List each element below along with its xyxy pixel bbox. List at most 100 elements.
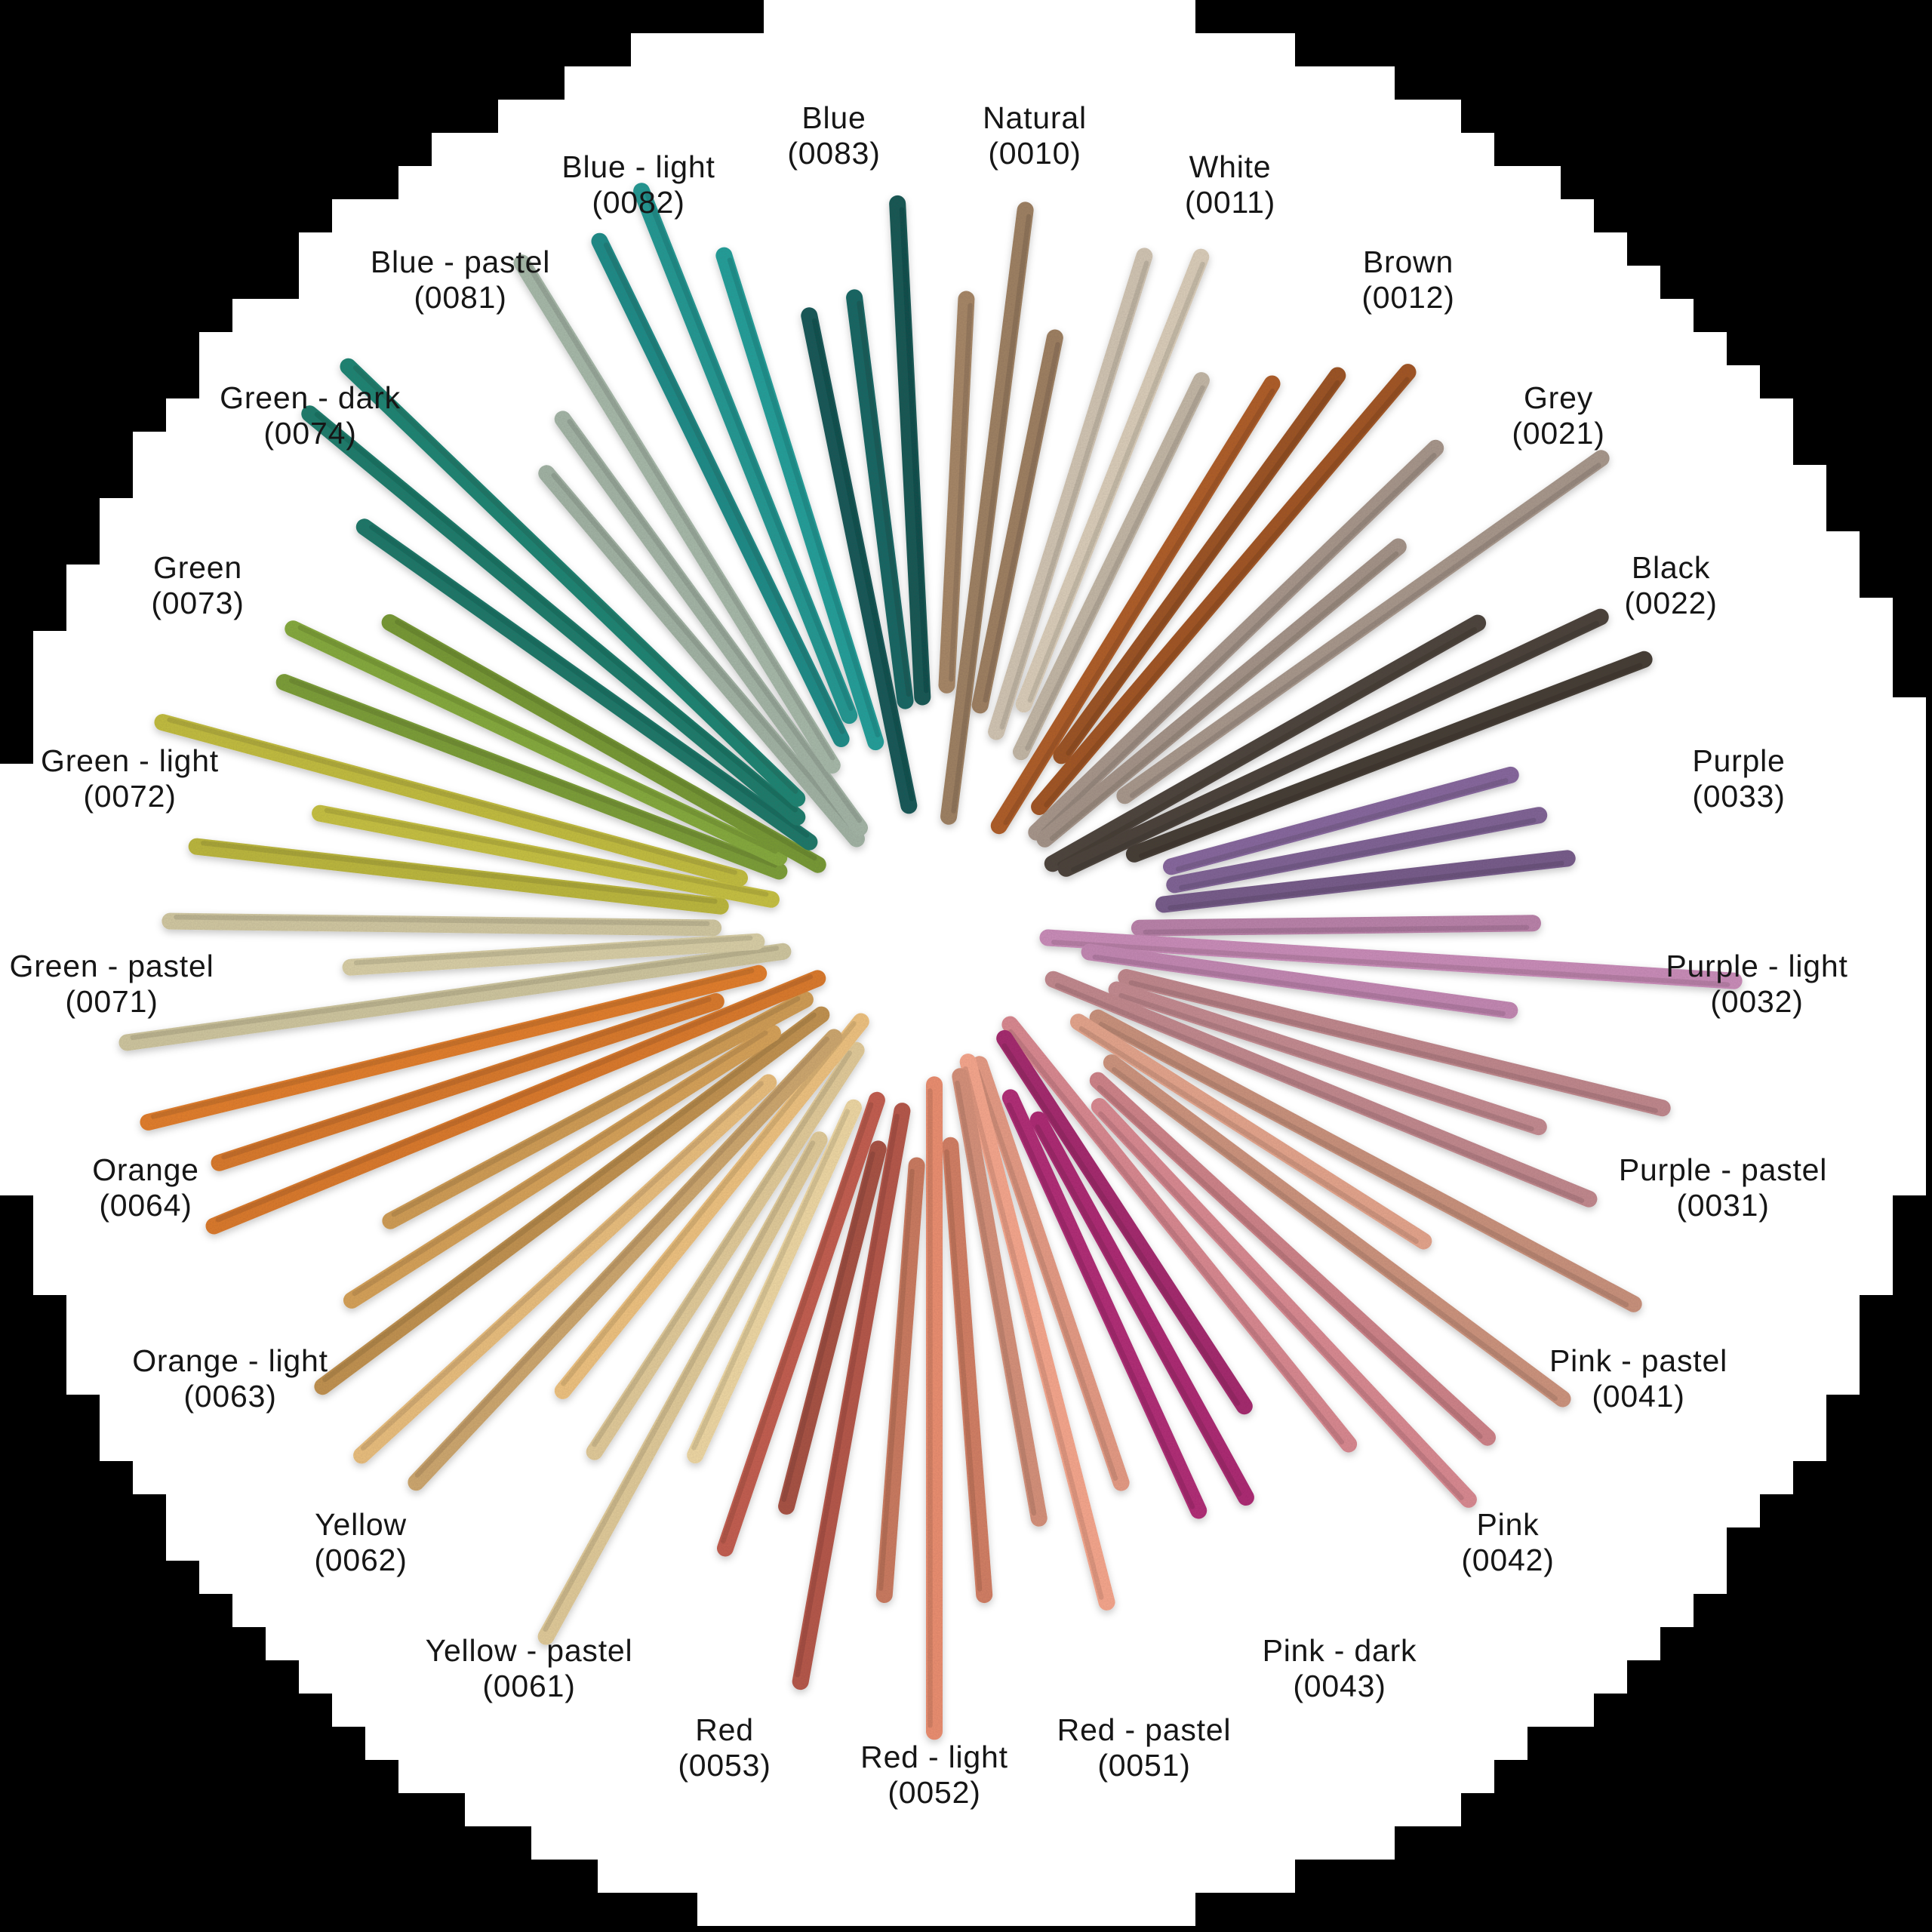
- stick-purple-pastel: [1118, 969, 1671, 1117]
- stick-shade: [1128, 980, 1658, 1113]
- stick-shade: [878, 1168, 915, 1591]
- label-red-light-name: Red - light: [860, 1740, 1008, 1774]
- stick-shade: [561, 1020, 857, 1386]
- stick-red-pastel: [971, 1056, 1130, 1491]
- stick-shade: [1035, 1124, 1242, 1497]
- stick-shade: [811, 318, 915, 801]
- stick-shade: [551, 472, 859, 835]
- stick-shade: [963, 1066, 1104, 1600]
- stick-red-pastel: [959, 1054, 1115, 1611]
- stick-shade: [221, 996, 712, 1160]
- stick-pink-pastel: [1089, 1009, 1642, 1312]
- label-purple-pastel-code: (0031): [1676, 1188, 1769, 1223]
- stick-shade: [369, 525, 810, 838]
- stick-shade: [1168, 860, 1564, 911]
- label-green-light-name: Green - light: [41, 743, 219, 778]
- stick-shade: [526, 263, 835, 761]
- stick-shade: [1098, 1111, 1464, 1501]
- label-yellow: Yellow (0062): [314, 1507, 407, 1577]
- label-blue-light-name: Blue - light: [561, 149, 715, 184]
- stick-shade: [645, 192, 854, 711]
- label-red-name: Red: [695, 1712, 754, 1747]
- stick-grey: [1116, 450, 1610, 804]
- label-green-dark: Green - dark (0074): [220, 380, 401, 451]
- stick-shade: [1041, 453, 1437, 834]
- stick-shade: [324, 808, 769, 897]
- stick-shade: [1118, 992, 1534, 1132]
- stick-pink-pastel: [1070, 1014, 1432, 1250]
- label-purple-name: Purple: [1692, 743, 1785, 778]
- stick-grey: [1028, 439, 1444, 841]
- stick-green-pastel: [342, 933, 765, 976]
- label-brown: Brown (0012): [1361, 245, 1454, 315]
- stick-blue-pastel: [554, 411, 868, 836]
- stick-shade: [1025, 385, 1205, 751]
- stick-shade: [1066, 380, 1340, 756]
- label-green-code: (0073): [151, 586, 244, 620]
- stick-black: [1057, 608, 1609, 877]
- stick-shade: [353, 935, 753, 965]
- label-green-dark-code: (0074): [263, 416, 356, 451]
- label-purple-light: Purple - light (0032): [1666, 949, 1847, 1019]
- stick-shade: [1092, 954, 1506, 1017]
- stick-grey: [1036, 538, 1407, 848]
- stick-purple: [1166, 807, 1548, 894]
- label-green-pastel: Green - pastel (0071): [10, 949, 214, 1019]
- stick-red: [792, 1103, 911, 1690]
- stick-shade: [781, 1151, 875, 1503]
- label-pink-dark-code: (0043): [1293, 1669, 1386, 1703]
- stick-shade: [395, 619, 817, 861]
- label-pink: Pink (0042): [1461, 1507, 1554, 1577]
- label-natural-code: (0010): [988, 136, 1081, 171]
- label-red-pastel: Red - pastel (0051): [1057, 1712, 1232, 1783]
- stick-pink-dark: [1029, 1111, 1254, 1506]
- label-red-light-code: (0052): [888, 1775, 980, 1810]
- label-blue-pastel-code: (0081): [414, 280, 506, 315]
- stick-brown: [990, 375, 1281, 835]
- label-green-light: Green - light (0072): [41, 743, 219, 814]
- stick-shade: [899, 207, 929, 694]
- stick-shade: [999, 260, 1149, 730]
- stick-blue: [889, 195, 931, 706]
- stick-natural: [971, 329, 1063, 714]
- stick-shade: [1071, 620, 1600, 872]
- stick-shade: [1027, 261, 1205, 703]
- stick-shade: [944, 1149, 983, 1592]
- stick-green-dark: [355, 518, 818, 851]
- label-brown-name: Brown: [1363, 245, 1454, 279]
- stick-yellow-pastel: [586, 1041, 865, 1460]
- stick-shade: [1078, 1026, 1419, 1244]
- label-pink-code: (0042): [1461, 1543, 1554, 1577]
- stick-pink-dark: [996, 1029, 1253, 1415]
- stick-red-pastel: [952, 1068, 1048, 1527]
- label-blue-light-code: (0082): [592, 185, 685, 220]
- stick-shade: [1175, 778, 1509, 872]
- stick-shade: [1111, 1067, 1558, 1401]
- label-brown-code: (0012): [1361, 280, 1454, 315]
- label-blue-name: Blue: [801, 100, 866, 135]
- stick-black: [1125, 651, 1653, 863]
- label-orange-name: Orange: [92, 1152, 199, 1187]
- label-green-pastel-name: Green - pastel: [10, 949, 214, 983]
- stick-orange-light: [343, 1024, 781, 1309]
- label-purple-pastel-name: Purple - pastel: [1619, 1152, 1827, 1187]
- label-pink-dark: Pink - dark (0043): [1263, 1633, 1417, 1703]
- stick-green: [381, 614, 826, 873]
- stick-shade: [352, 365, 798, 794]
- label-blue: Blue (0083): [787, 100, 880, 171]
- stick-shade: [727, 257, 881, 738]
- stick-shade: [361, 1081, 764, 1451]
- label-purple-light-name: Purple - light: [1666, 949, 1847, 983]
- stick-yellow: [408, 1029, 843, 1491]
- stick-shade: [857, 300, 912, 697]
- stick-shade: [288, 678, 778, 868]
- stick-blue-pastel: [513, 254, 841, 774]
- label-green: Green (0073): [151, 550, 244, 620]
- label-blue-pastel: Blue - pastel (0081): [371, 245, 550, 315]
- stick-shade: [1049, 551, 1399, 841]
- stick-purple-pastel: [1108, 981, 1547, 1136]
- label-pink-pastel: Pink - pastel (0041): [1549, 1343, 1727, 1414]
- label-purple-pastel: Purple - pastel (0031): [1619, 1152, 1827, 1223]
- stick-shade: [322, 1012, 817, 1383]
